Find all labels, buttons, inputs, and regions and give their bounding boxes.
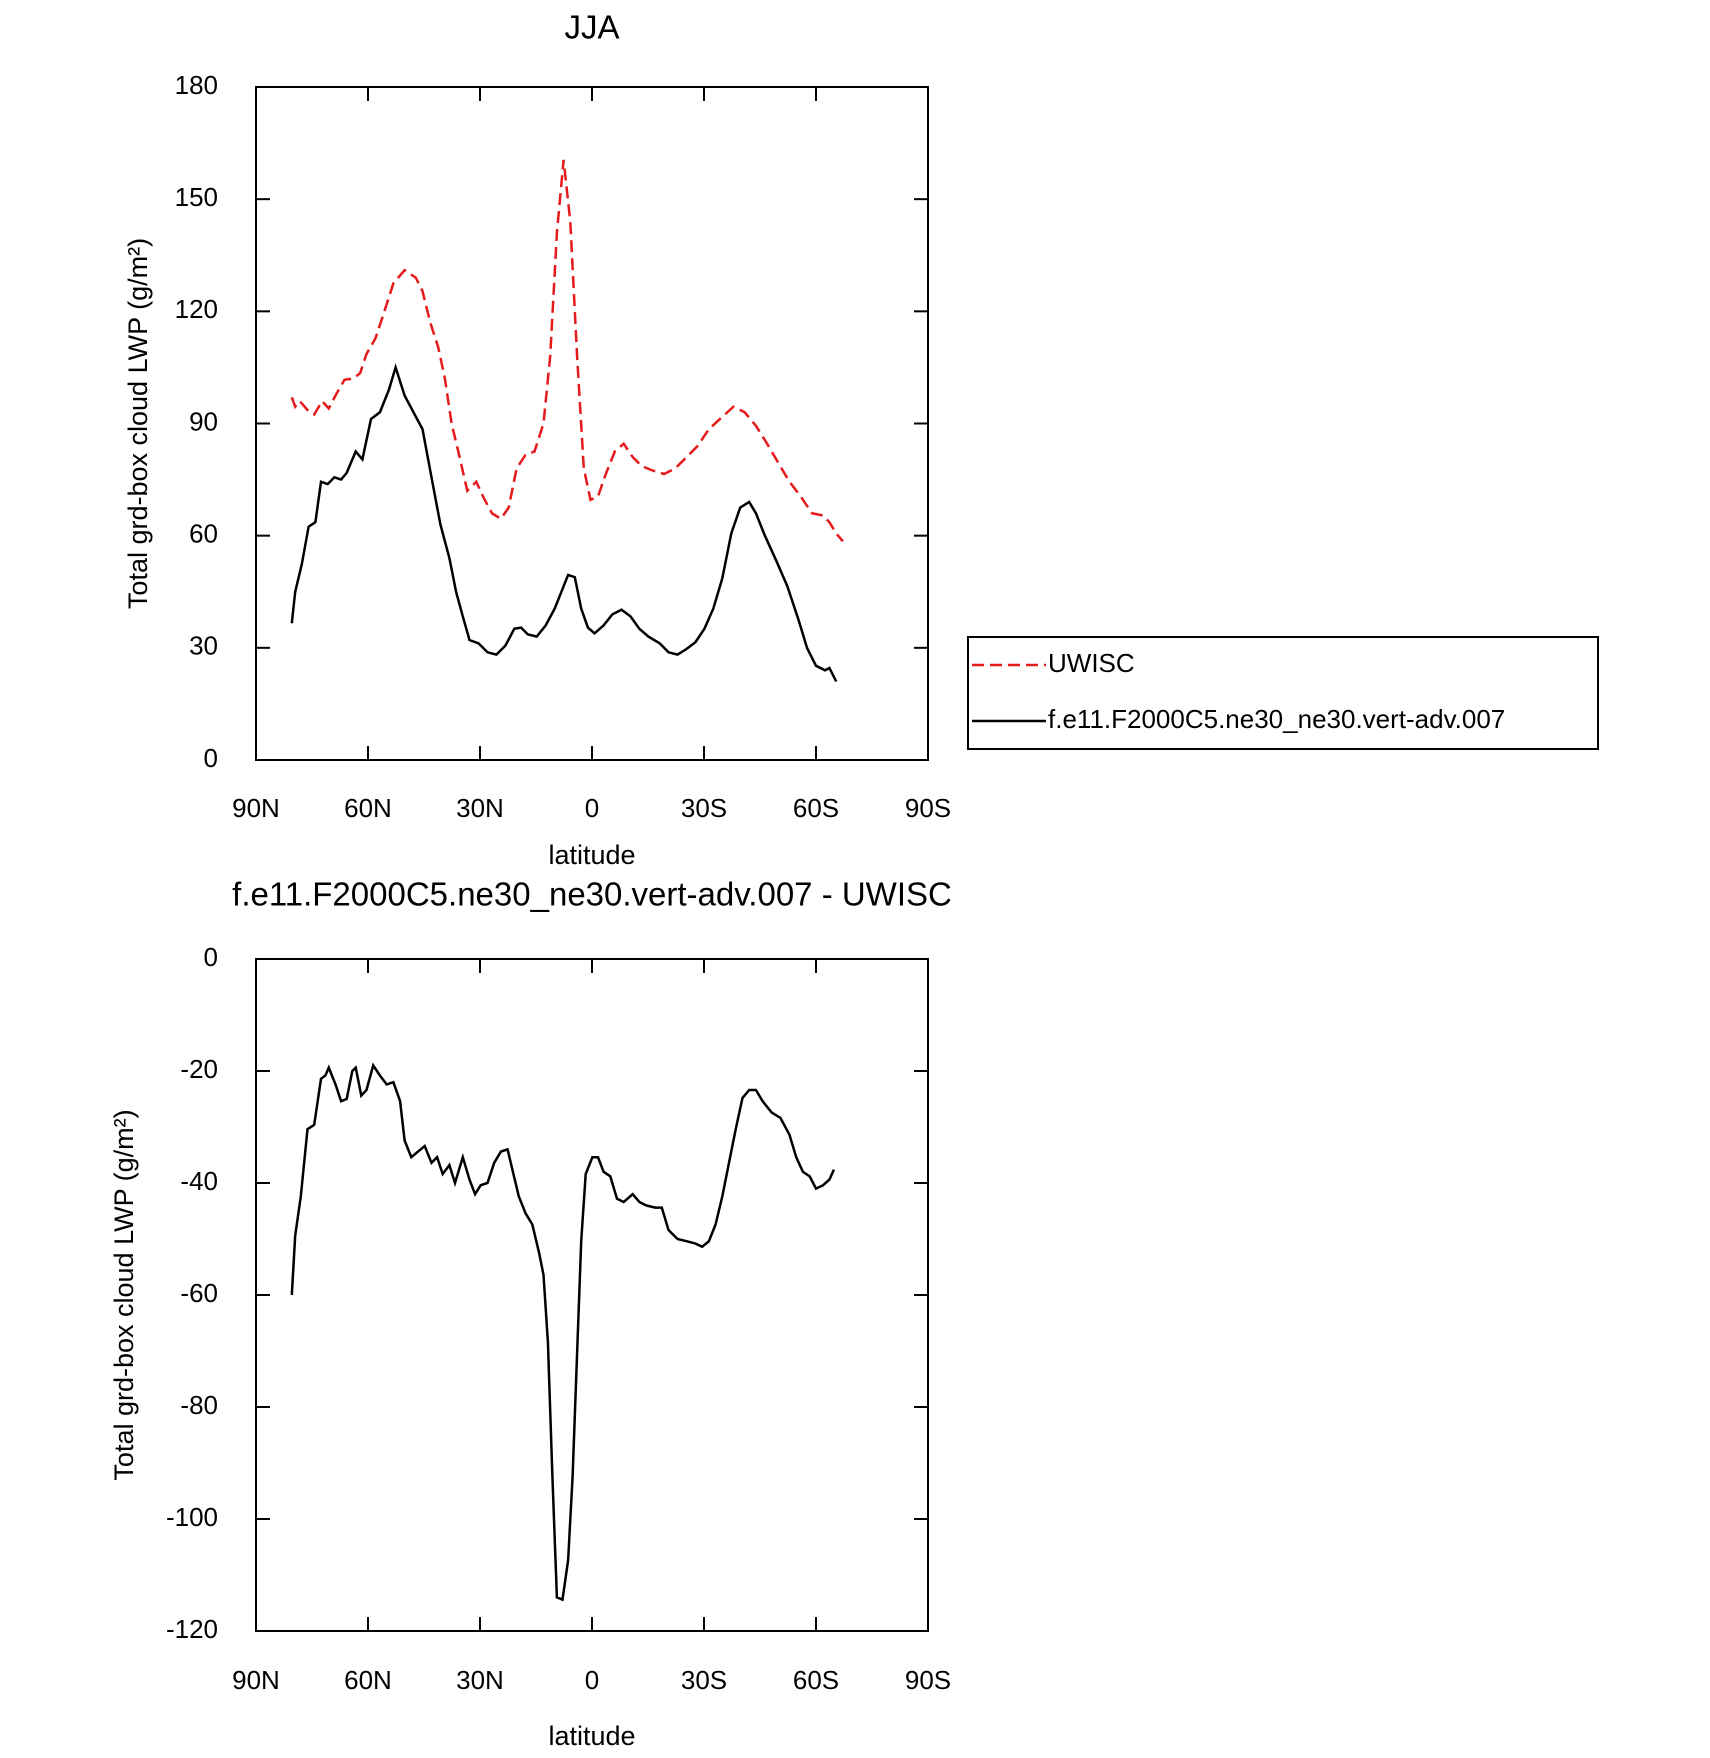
y-tick-label: -20 bbox=[180, 1054, 218, 1084]
x-tick-label: 90N bbox=[232, 793, 280, 823]
y-axis-label: Total grd-box cloud LWP (g/m²) bbox=[123, 238, 153, 609]
chart-title: JJA bbox=[564, 9, 619, 46]
plot-frame bbox=[255, 86, 929, 761]
y-tick-label: 0 bbox=[204, 743, 218, 773]
x-tick-label: 30N bbox=[456, 793, 504, 823]
data-line bbox=[290, 1062, 836, 1602]
legend-label: UWISC bbox=[1048, 648, 1135, 678]
x-axis-label: latitude bbox=[548, 1721, 635, 1751]
legend-box bbox=[967, 636, 1599, 750]
x-tick-label: 60N bbox=[344, 1665, 392, 1695]
y-tick-label: -120 bbox=[166, 1614, 218, 1644]
x-axis-label: latitude bbox=[548, 840, 635, 870]
chart-title: f.e11.F2000C5.ne30_ne30.vert-adv.007 - U… bbox=[232, 876, 952, 913]
plot-frame bbox=[255, 958, 929, 1632]
y-tick-label: 150 bbox=[175, 182, 218, 212]
x-tick-label: 30S bbox=[681, 793, 727, 823]
y-tick-label: 60 bbox=[189, 519, 218, 549]
legend: UWISC f.e11.F2000C5.ne30_ne30.vert-adv.00… bbox=[967, 636, 1599, 750]
data-line bbox=[290, 363, 838, 683]
x-tick-label: 60S bbox=[793, 1665, 839, 1695]
y-tick-label: -60 bbox=[180, 1278, 218, 1308]
x-tick-label: 0 bbox=[585, 1665, 599, 1695]
x-tick-label: 90N bbox=[232, 1665, 280, 1695]
y-tick-label: -80 bbox=[180, 1390, 218, 1420]
y-axis-label: Total grd-box cloud LWP (g/m²) bbox=[109, 1109, 139, 1480]
y-tick-label: -40 bbox=[180, 1166, 218, 1196]
data-line bbox=[290, 159, 844, 543]
y-tick-label: 0 bbox=[204, 942, 218, 972]
x-tick-label: 30S bbox=[681, 1665, 727, 1695]
x-tick-label: 30N bbox=[456, 1665, 504, 1695]
y-tick-label: 90 bbox=[189, 406, 218, 436]
y-tick-label: -100 bbox=[166, 1502, 218, 1532]
y-tick-label: 120 bbox=[175, 294, 218, 324]
x-tick-label: 60N bbox=[344, 793, 392, 823]
x-tick-label: 60S bbox=[793, 793, 839, 823]
y-tick-label: 180 bbox=[175, 70, 218, 100]
x-tick-label: 0 bbox=[585, 793, 599, 823]
y-tick-label: 30 bbox=[189, 631, 218, 661]
x-tick-label: 90S bbox=[905, 793, 951, 823]
x-tick-label: 90S bbox=[905, 1665, 951, 1695]
legend-label: f.e11.F2000C5.ne30_ne30.vert-adv.007 bbox=[1048, 704, 1505, 734]
